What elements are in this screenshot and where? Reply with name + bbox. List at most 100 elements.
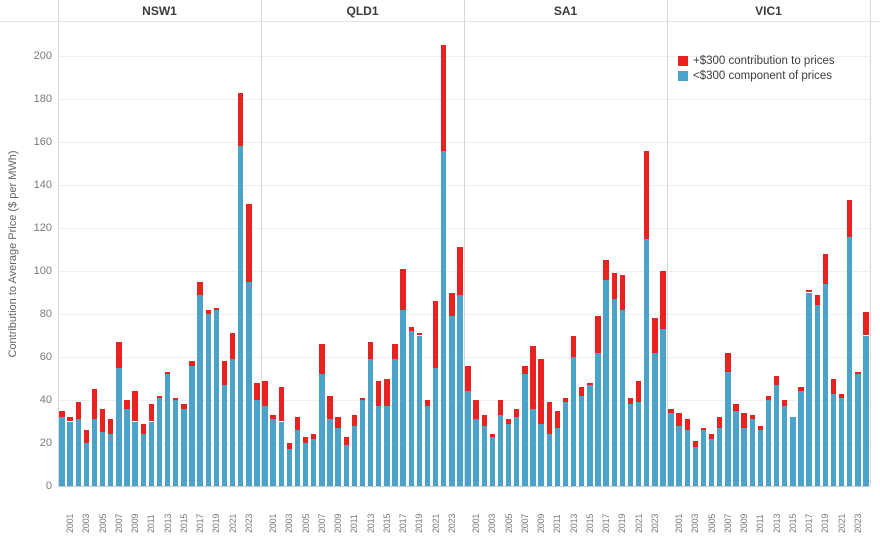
bar-segment-below300 [757,430,764,486]
x-tick-label: 2005 [706,513,717,533]
bar-segment-below300 [782,406,788,486]
y-tick-label: 160 [33,136,52,148]
bar-segment-above300 [725,352,731,373]
x-tick-label: 2021 [227,513,238,533]
panel-title-vic1: VIC1 [755,4,782,18]
bar-segment-below300 [717,427,723,486]
x-tick-label: 2021 [430,513,441,533]
bar-segment-below300 [181,408,187,486]
bar-segment-below300 [684,430,690,486]
bar-segment-above300 [286,443,293,450]
bar-segment-below300 [59,417,65,486]
bar-segment-above300 [773,376,780,385]
bar-segment-above300 [132,391,138,422]
legend-swatch-red-icon [678,55,688,66]
bar-segment-above300 [806,290,812,293]
bar-segment-below300 [822,283,829,486]
x-tick-label: 2019 [820,513,831,533]
bar-segment-above300 [213,307,220,310]
y-tick-label: 20 [39,437,52,449]
x-tick-label: 2003 [690,513,701,533]
legend-label: +$300 contribution to prices [693,54,835,67]
bar-segment-below300 [530,408,536,486]
bar-segment-above300 [91,389,98,420]
bar-segment-above300 [351,415,358,426]
bar-segment-below300 [189,365,195,486]
x-tick-label: 2007 [519,513,530,533]
y-tick-label: 140 [33,179,52,191]
bar-segment-below300 [546,434,552,486]
plot-top-border [0,21,880,22]
y-tick-label: 0 [45,480,52,492]
bar-segment-below300 [505,423,512,486]
bar-segment-above300 [522,365,528,375]
bar-segment-below300 [351,425,358,486]
bar-segment-above300 [229,333,236,360]
bar-segment-above300 [254,382,260,400]
y-tick-label: 180 [33,93,52,105]
bar-segment-above300 [124,400,130,409]
bar-segment-below300 [847,236,853,486]
legend-item-above300: +$300 contribution to prices [678,53,835,68]
x-tick-label: 2005 [97,513,108,533]
bar-segment-above300 [449,292,455,317]
bar-segment-below300 [806,292,812,486]
y-tick-label: 200 [33,50,52,62]
bar-segment-above300 [660,271,666,330]
bar-segment-above300 [311,434,317,439]
bar-segment-below300 [302,443,309,486]
x-tick-label: 2019 [414,513,425,533]
bar-segment-below300 [229,359,236,486]
bar-segment-above300 [668,408,674,413]
x-tick-label: 2019 [617,513,628,533]
bar-segment-above300 [465,365,471,392]
bar-segment-above300 [481,415,487,426]
x-tick-label: 2001 [268,513,279,533]
bar-segment-below300 [286,449,293,486]
bar-segment-below300 [75,419,81,486]
bar-segment-above300 [822,253,829,284]
x-tick-label: 2023 [243,513,254,533]
x-tick-label: 2009 [536,513,547,533]
bar-segment-above300 [644,150,650,239]
bar-segment-above300 [497,400,504,416]
bar-segment-above300 [164,372,171,375]
x-tick-label: 2011 [146,514,157,533]
x-tick-label: 2011 [755,514,766,533]
x-tick-label: 2013 [365,513,376,533]
bar-segment-above300 [189,361,195,366]
bar-segment-above300 [627,397,634,405]
bar-segment-below300 [213,309,220,486]
bar-segment-above300 [562,397,569,403]
bar-segment-above300 [238,92,244,147]
bar-segment-below300 [400,309,406,486]
bar-segment-above300 [116,341,122,368]
x-tick-label: 2015 [787,513,798,533]
bar-segment-below300 [554,427,561,486]
bar-segment-above300 [855,372,861,375]
y-tick-label: 60 [39,351,52,363]
bar-segment-below300 [140,434,146,486]
bar-segment-above300 [546,402,552,435]
panel-separator [870,0,871,486]
bar-segment-below300 [465,391,471,486]
bar-segment-below300 [733,410,739,486]
bar-segment-above300 [343,436,349,446]
bar-segment-below300 [611,298,617,486]
bar-segment-below300 [562,402,569,486]
x-tick-label: 2003 [487,513,498,533]
bar-segment-above300 [367,341,374,360]
bar-segment-above300 [505,419,512,424]
bar-segment-above300 [424,400,431,407]
bar-segment-below300 [116,367,122,486]
bar-segment-above300 [327,395,333,420]
x-tick-label: 2001 [65,513,76,533]
bar-segment-above300 [197,281,203,295]
bar-segment-above300 [416,333,423,336]
bar-segment-above300 [319,344,325,375]
bar-segment-above300 [635,380,642,403]
bar-segment-below300 [221,384,228,486]
bar-segment-below300 [173,400,179,486]
bar-segment-below300 [262,406,268,486]
bar-segment-above300 [278,387,284,422]
